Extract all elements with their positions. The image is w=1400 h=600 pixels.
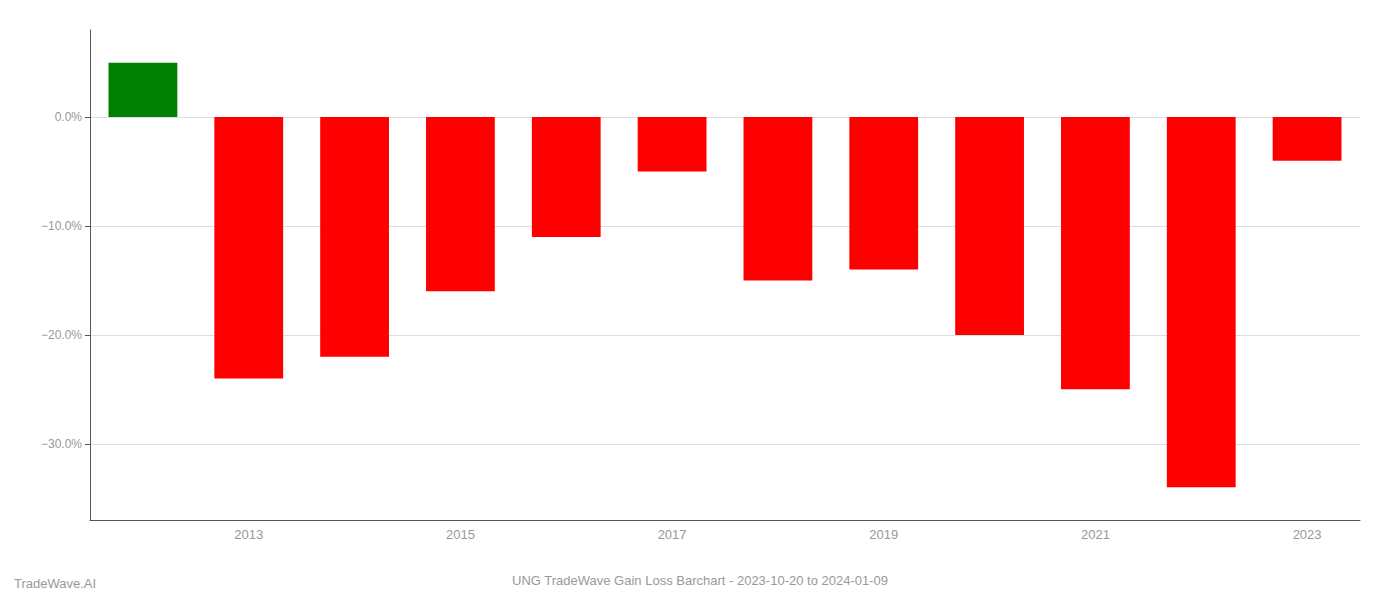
svg-text:−10.0%: −10.0% [41, 219, 82, 233]
svg-text:−30.0%: −30.0% [41, 437, 82, 451]
svg-text:2023: 2023 [1293, 527, 1322, 542]
svg-text:TradeWave.AI: TradeWave.AI [14, 576, 96, 591]
svg-text:−20.0%: −20.0% [41, 328, 82, 342]
svg-text:2013: 2013 [234, 527, 263, 542]
svg-text:2017: 2017 [658, 527, 687, 542]
svg-text:0.0%: 0.0% [55, 110, 83, 124]
svg-text:2021: 2021 [1081, 527, 1110, 542]
svg-text:2015: 2015 [446, 527, 475, 542]
svg-text:UNG TradeWave Gain Loss Barcha: UNG TradeWave Gain Loss Barchart - 2023-… [512, 573, 888, 588]
svg-text:2019: 2019 [869, 527, 898, 542]
